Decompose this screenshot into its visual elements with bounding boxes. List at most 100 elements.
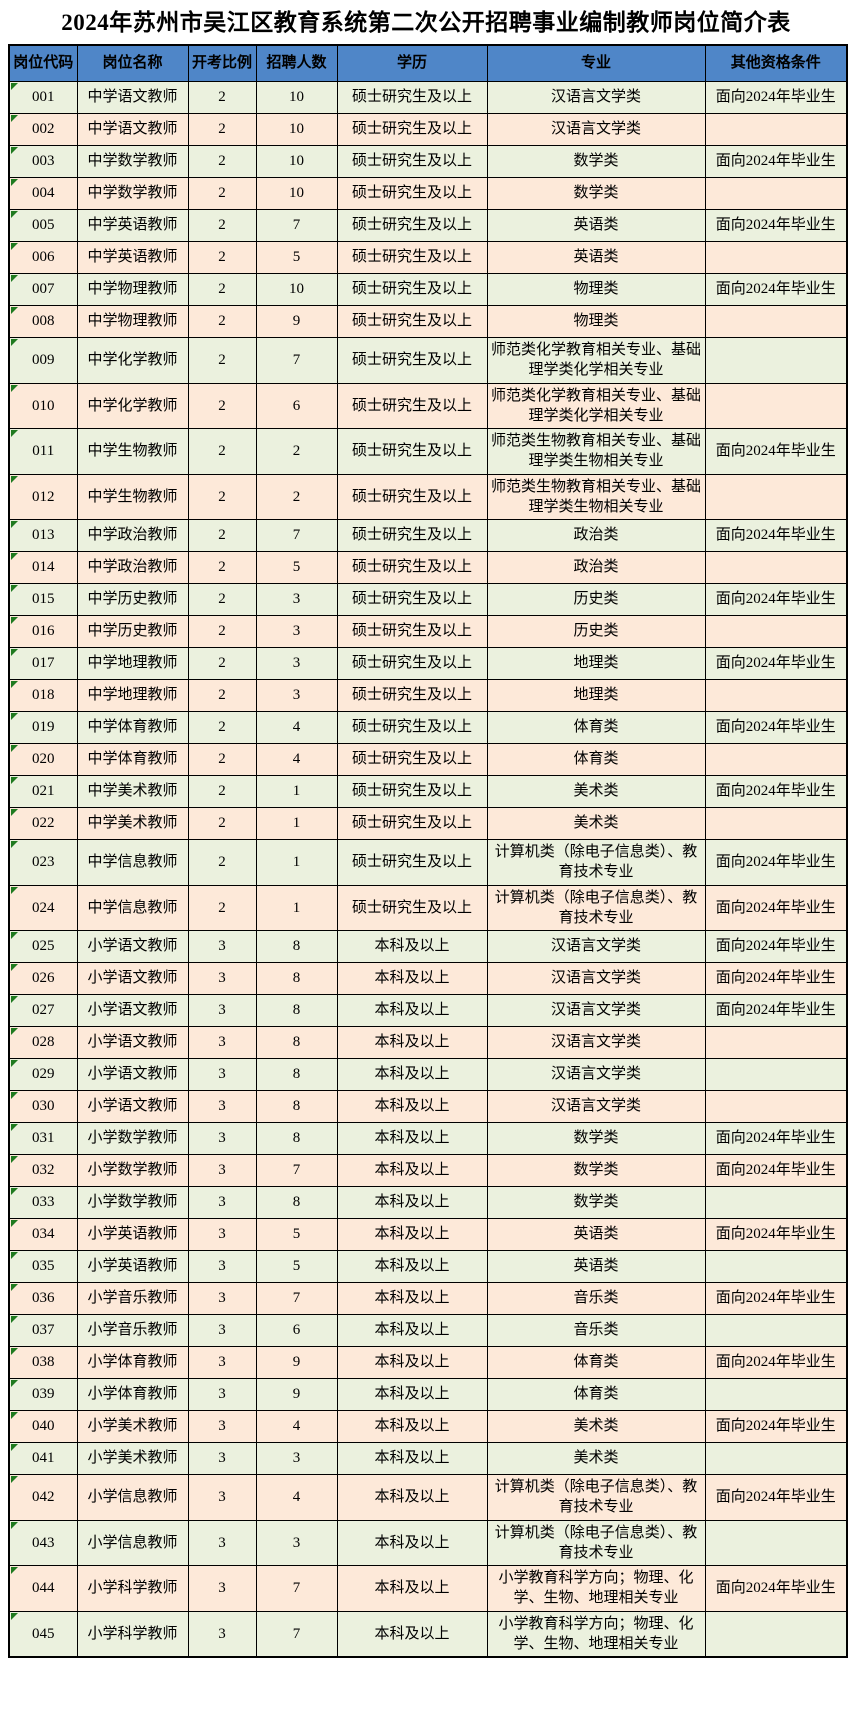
table-row: 026 小学语文教师 3 8 本科及以上 汉语言文学类 面向2024年毕业生 [8, 962, 848, 996]
cell-major: 汉语言文学类 [486, 1058, 706, 1092]
cell-other-qualifications: 面向2024年毕业生 [704, 1565, 848, 1612]
table-row: 004 中学数学教师 2 10 硕士研究生及以上 数学类 [8, 177, 848, 211]
cell-education: 硕士研究生及以上 [336, 428, 488, 475]
cell-education: 硕士研究生及以上 [336, 177, 488, 211]
cell-education: 硕士研究生及以上 [336, 743, 488, 777]
cell-position-code: 012 [8, 473, 78, 521]
green-triangle-icon [11, 841, 18, 849]
cell-other-qualifications: 面向2024年毕业生 [704, 884, 848, 932]
column-header-exam-ratio: 开考比例 [187, 44, 257, 83]
cell-major: 小学教育科学方向；物理、化学、生物、地理相关专业 [486, 1565, 706, 1612]
cell-major: 汉语言文学类 [486, 1090, 706, 1124]
cell-position-code: 034 [8, 1218, 78, 1252]
cell-major: 数学类 [486, 1186, 706, 1220]
cell-other-qualifications [704, 337, 848, 384]
cell-recruit-count: 7 [255, 337, 338, 384]
cell-recruit-count: 5 [255, 551, 338, 585]
cell-position-name: 小学数学教师 [76, 1122, 189, 1156]
position-code-value: 006 [32, 249, 55, 266]
cell-exam-ratio: 3 [187, 1154, 257, 1188]
cell-major: 政治类 [486, 519, 706, 553]
cell-exam-ratio: 2 [187, 382, 257, 430]
cell-position-name: 小学语文教师 [76, 994, 189, 1028]
cell-recruit-count: 6 [255, 382, 338, 430]
column-header-recruit-count: 招聘人数 [255, 44, 338, 83]
cell-education: 本科及以上 [336, 930, 488, 964]
cell-major: 计算机类（除电子信息类）、教育技术专业 [486, 839, 706, 886]
cell-recruit-count: 9 [255, 305, 338, 339]
position-code-value: 045 [32, 1625, 55, 1642]
cell-position-code: 035 [8, 1250, 78, 1284]
cell-position-code: 033 [8, 1186, 78, 1220]
cell-recruit-count: 3 [255, 615, 338, 649]
position-code-value: 034 [32, 1226, 55, 1243]
cell-position-code: 025 [8, 930, 78, 964]
cell-position-code: 022 [8, 807, 78, 841]
cell-major: 体育类 [486, 743, 706, 777]
cell-recruit-count: 7 [255, 1610, 338, 1658]
cell-recruit-count: 8 [255, 962, 338, 996]
column-header-major: 专业 [486, 44, 706, 83]
green-triangle-icon [11, 1521, 18, 1529]
green-triangle-icon [11, 713, 18, 721]
table-row: 030 小学语文教师 3 8 本科及以上 汉语言文学类 [8, 1090, 848, 1124]
column-header-position-code: 岗位代码 [8, 44, 78, 83]
cell-education: 本科及以上 [336, 1154, 488, 1188]
position-code-value: 001 [32, 89, 55, 106]
position-code-value: 016 [32, 623, 55, 640]
cell-exam-ratio: 3 [187, 1442, 257, 1476]
cell-recruit-count: 1 [255, 839, 338, 886]
cell-exam-ratio: 2 [187, 209, 257, 243]
table-row: 045 小学科学教师 3 7 本科及以上 小学教育科学方向；物理、化学、生物、地… [8, 1610, 848, 1658]
cell-position-code: 020 [8, 743, 78, 777]
cell-position-name: 中学生物教师 [76, 428, 189, 475]
cell-recruit-count: 5 [255, 241, 338, 275]
cell-exam-ratio: 2 [187, 337, 257, 384]
table-row: 043 小学信息教师 3 3 本科及以上 计算机类（除电子信息类）、教育技术专业 [8, 1519, 848, 1567]
cell-position-name: 小学体育教师 [76, 1346, 189, 1380]
cell-position-name: 中学政治教师 [76, 519, 189, 553]
cell-exam-ratio: 2 [187, 145, 257, 179]
cell-recruit-count: 7 [255, 209, 338, 243]
table-row: 036 小学音乐教师 3 7 本科及以上 音乐类 面向2024年毕业生 [8, 1282, 848, 1316]
green-triangle-icon [11, 964, 18, 972]
table-row: 029 小学语文教师 3 8 本科及以上 汉语言文学类 [8, 1058, 848, 1092]
cell-other-qualifications: 面向2024年毕业生 [704, 1474, 848, 1521]
green-triangle-icon [11, 1348, 18, 1356]
cell-exam-ratio: 2 [187, 428, 257, 475]
cell-recruit-count: 1 [255, 775, 338, 809]
green-triangle-icon [11, 1220, 18, 1228]
green-triangle-icon [11, 809, 18, 817]
table-row: 022 中学美术教师 2 1 硕士研究生及以上 美术类 [8, 807, 848, 841]
cell-other-qualifications [704, 743, 848, 777]
cell-position-name: 中学语文教师 [76, 113, 189, 147]
position-code-value: 039 [32, 1386, 55, 1403]
cell-exam-ratio: 3 [187, 1026, 257, 1060]
cell-position-name: 中学数学教师 [76, 177, 189, 211]
green-triangle-icon [11, 649, 18, 657]
cell-education: 硕士研究生及以上 [336, 647, 488, 681]
cell-major: 音乐类 [486, 1282, 706, 1316]
cell-other-qualifications: 面向2024年毕业生 [704, 1282, 848, 1316]
cell-exam-ratio: 3 [187, 1565, 257, 1612]
table-header-row: 岗位代码 岗位名称 开考比例 招聘人数 学历 专业 其他资格条件 [8, 44, 848, 83]
table-row: 003 中学数学教师 2 10 硕士研究生及以上 数学类 面向2024年毕业生 [8, 145, 848, 179]
cell-exam-ratio: 2 [187, 647, 257, 681]
green-triangle-icon [11, 211, 18, 219]
position-code-value: 030 [32, 1098, 55, 1115]
cell-other-qualifications [704, 1090, 848, 1124]
table-row: 001 中学语文教师 2 10 硕士研究生及以上 汉语言文学类 面向2024年毕… [8, 81, 848, 115]
cell-position-code: 015 [8, 583, 78, 617]
cell-major: 汉语言文学类 [486, 962, 706, 996]
position-code-value: 013 [32, 527, 55, 544]
position-code-value: 017 [32, 655, 55, 672]
table-row: 006 中学英语教师 2 5 硕士研究生及以上 英语类 [8, 241, 848, 275]
cell-recruit-count: 8 [255, 930, 338, 964]
table-row: 035 小学英语教师 3 5 本科及以上 英语类 [8, 1250, 848, 1284]
position-code-value: 012 [32, 488, 55, 505]
position-code-value: 011 [32, 443, 55, 460]
cell-education: 硕士研究生及以上 [336, 807, 488, 841]
green-triangle-icon [11, 1612, 18, 1620]
cell-education: 本科及以上 [336, 1218, 488, 1252]
cell-position-name: 中学化学教师 [76, 337, 189, 384]
